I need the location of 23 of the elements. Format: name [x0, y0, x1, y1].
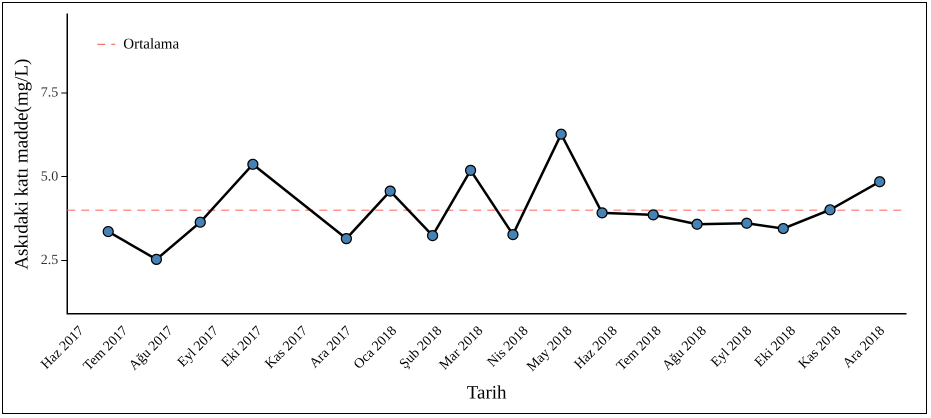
point	[648, 209, 659, 220]
point	[247, 158, 258, 170]
point	[507, 228, 519, 240]
point	[150, 254, 162, 265]
point	[778, 222, 789, 234]
y-tick-label: 2.5	[40, 253, 58, 268]
y-tick-label: 5.0	[40, 169, 58, 184]
point	[741, 218, 752, 229]
point	[340, 233, 352, 244]
point	[824, 204, 836, 216]
legend-label: Ortalama	[123, 36, 180, 52]
point	[426, 230, 438, 242]
point	[596, 207, 608, 218]
point	[102, 226, 114, 238]
point	[556, 128, 567, 140]
point	[874, 176, 886, 188]
x-axis-title: Tarih	[466, 382, 508, 404]
y-axis-title: Askıdaki katı madde(mg/L)	[11, 58, 32, 270]
point	[194, 216, 206, 228]
y-tick-label: 7.5	[40, 86, 58, 101]
point	[691, 218, 703, 230]
point	[384, 185, 396, 197]
point	[464, 164, 476, 176]
